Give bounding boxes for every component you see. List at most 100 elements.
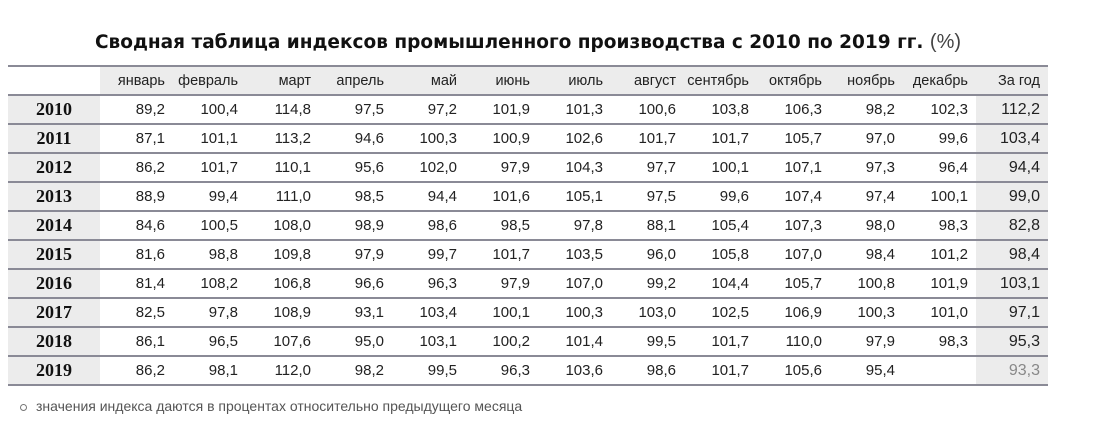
value-cell: 101,7 <box>200 159 238 176</box>
value-cell: 111,0 <box>275 188 311 205</box>
value-cell: 86,1 <box>135 333 165 350</box>
value-cell: 106,3 <box>784 101 822 118</box>
value-cell: 100,3 <box>419 130 457 147</box>
value-cell: 98,3 <box>938 217 968 234</box>
value-cell: 99,5 <box>646 333 676 350</box>
value-cell: 99,4 <box>208 188 238 205</box>
value-cell: 101,7 <box>711 333 749 350</box>
value-cell: 100,4 <box>200 101 238 118</box>
value-cell: 107,4 <box>784 188 822 205</box>
year-cell: 2010 <box>8 95 100 124</box>
value-cell: 113,2 <box>274 130 311 147</box>
table-row: 2017 82,5 97,8 108,9 93,1 103,4 100,1 100,3 103,… <box>8 298 1048 327</box>
value-cell: 81,6 <box>135 246 165 263</box>
value-cell: 98,6 <box>646 362 676 379</box>
table-row: 2014 84,6 100,5 108,0 98,9 98,6 98,5 97,8 88,1 10… <box>8 211 1048 240</box>
table-row: 2012 86,2 101,7 110,1 95,6 102,0 97,9 104,3 97,7… <box>8 153 1048 182</box>
value-cell: 100,2 <box>492 333 530 350</box>
year-cell: 2016 <box>8 269 100 298</box>
value-cell <box>903 356 976 385</box>
value-cell: 100,9 <box>492 130 530 147</box>
column-header: январь <box>100 66 173 95</box>
value-cell: 106,8 <box>273 275 311 292</box>
value-cell: 96,3 <box>500 362 530 379</box>
value-cell: 105,4 <box>711 217 749 234</box>
value-cell: 97,9 <box>500 159 530 176</box>
value-cell: 89,2 <box>135 101 165 118</box>
value-cell: 98,9 <box>354 217 384 234</box>
table-row: 2019 86,2 98,1 112,0 98,2 99,5 96,3 103,6 98,6 10… <box>8 356 1048 385</box>
value-cell: 96,0 <box>646 246 676 263</box>
value-cell: 97,7 <box>646 159 676 176</box>
value-cell: 101,6 <box>492 188 530 205</box>
value-cell: 97,8 <box>573 217 603 234</box>
value-cell: 101,3 <box>565 101 603 118</box>
table-row: 2011 87,1 101,1 113,2 94,6 100,3 100,9 102,6 101… <box>8 124 1048 153</box>
year-total-cell: 103,4 <box>976 124 1048 153</box>
value-cell: 96,6 <box>354 275 384 292</box>
column-header: март <box>246 66 319 95</box>
year-cell: 2019 <box>8 356 100 385</box>
value-cell: 110,1 <box>274 159 311 176</box>
value-cell: 98,6 <box>427 217 457 234</box>
value-cell: 98,2 <box>865 101 895 118</box>
value-cell: 101,7 <box>638 130 676 147</box>
value-cell: 107,6 <box>273 333 311 350</box>
title-text: Сводная таблица индексов промышленного п… <box>94 32 924 53</box>
value-cell: 98,8 <box>208 246 238 263</box>
value-cell: 107,1 <box>784 159 822 176</box>
year-cell: 2017 <box>8 298 100 327</box>
value-cell: 100,6 <box>638 101 676 118</box>
value-cell: 101,2 <box>930 246 968 263</box>
value-cell: 102,0 <box>419 159 457 176</box>
value-cell: 88,1 <box>646 217 676 234</box>
column-header: апрель <box>319 66 392 95</box>
table-row: 2018 86,1 96,5 107,6 95,0 103,1 100,2 101,4 99,5… <box>8 327 1048 356</box>
value-cell: 106,9 <box>784 304 822 321</box>
table-header-row: январь февраль март апрель май июнь июль август… <box>8 66 1048 95</box>
column-header: май <box>392 66 465 95</box>
column-header: июль <box>538 66 611 95</box>
value-cell: 105,7 <box>784 130 822 147</box>
bullet-icon <box>20 403 27 411</box>
value-cell: 102,3 <box>930 101 968 118</box>
value-cell: 95,0 <box>354 333 384 350</box>
value-cell: 105,7 <box>784 275 822 292</box>
value-cell: 95,6 <box>354 159 384 176</box>
value-cell: 88,9 <box>135 188 165 205</box>
value-cell: 100,1 <box>492 304 530 321</box>
value-cell: 98,2 <box>354 362 384 379</box>
value-cell: 95,4 <box>865 362 895 379</box>
value-cell: 103,4 <box>419 304 457 321</box>
value-cell: 100,1 <box>711 159 749 176</box>
value-cell: 107,0 <box>784 246 822 263</box>
value-cell: 110,0 <box>785 333 822 350</box>
year-total-cell: 112,2 <box>976 95 1048 124</box>
year-total-cell: 94,4 <box>976 153 1048 182</box>
value-cell: 101,9 <box>930 275 968 292</box>
value-cell: 103,6 <box>565 362 603 379</box>
value-cell: 93,1 <box>354 304 384 321</box>
year-cell: 2015 <box>8 240 100 269</box>
value-cell: 81,4 <box>135 275 165 292</box>
year-total-cell: 98,4 <box>976 240 1048 269</box>
column-header: февраль <box>173 66 246 95</box>
value-cell: 100,8 <box>857 275 895 292</box>
value-cell: 86,2 <box>135 362 165 379</box>
footnote-text: значения индекса даются в процентах отно… <box>36 398 523 414</box>
value-cell: 97,9 <box>354 246 384 263</box>
corner-cell <box>8 66 100 95</box>
footnote: значения индекса даются в процентах отно… <box>20 398 522 414</box>
value-cell: 109,8 <box>273 246 311 263</box>
value-cell: 99,6 <box>938 130 968 147</box>
value-cell: 96,4 <box>938 159 968 176</box>
value-cell: 105,6 <box>784 362 822 379</box>
value-cell: 100,3 <box>565 304 603 321</box>
column-header: ноябрь <box>830 66 903 95</box>
value-cell: 108,2 <box>200 275 238 292</box>
year-total-cell: 103,1 <box>976 269 1048 298</box>
value-cell: 99,5 <box>427 362 457 379</box>
value-cell: 84,6 <box>135 217 165 234</box>
value-cell: 100,1 <box>930 188 968 205</box>
value-cell: 102,6 <box>565 130 603 147</box>
